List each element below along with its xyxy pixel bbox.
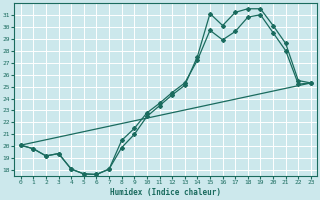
X-axis label: Humidex (Indice chaleur): Humidex (Indice chaleur) bbox=[110, 188, 221, 197]
